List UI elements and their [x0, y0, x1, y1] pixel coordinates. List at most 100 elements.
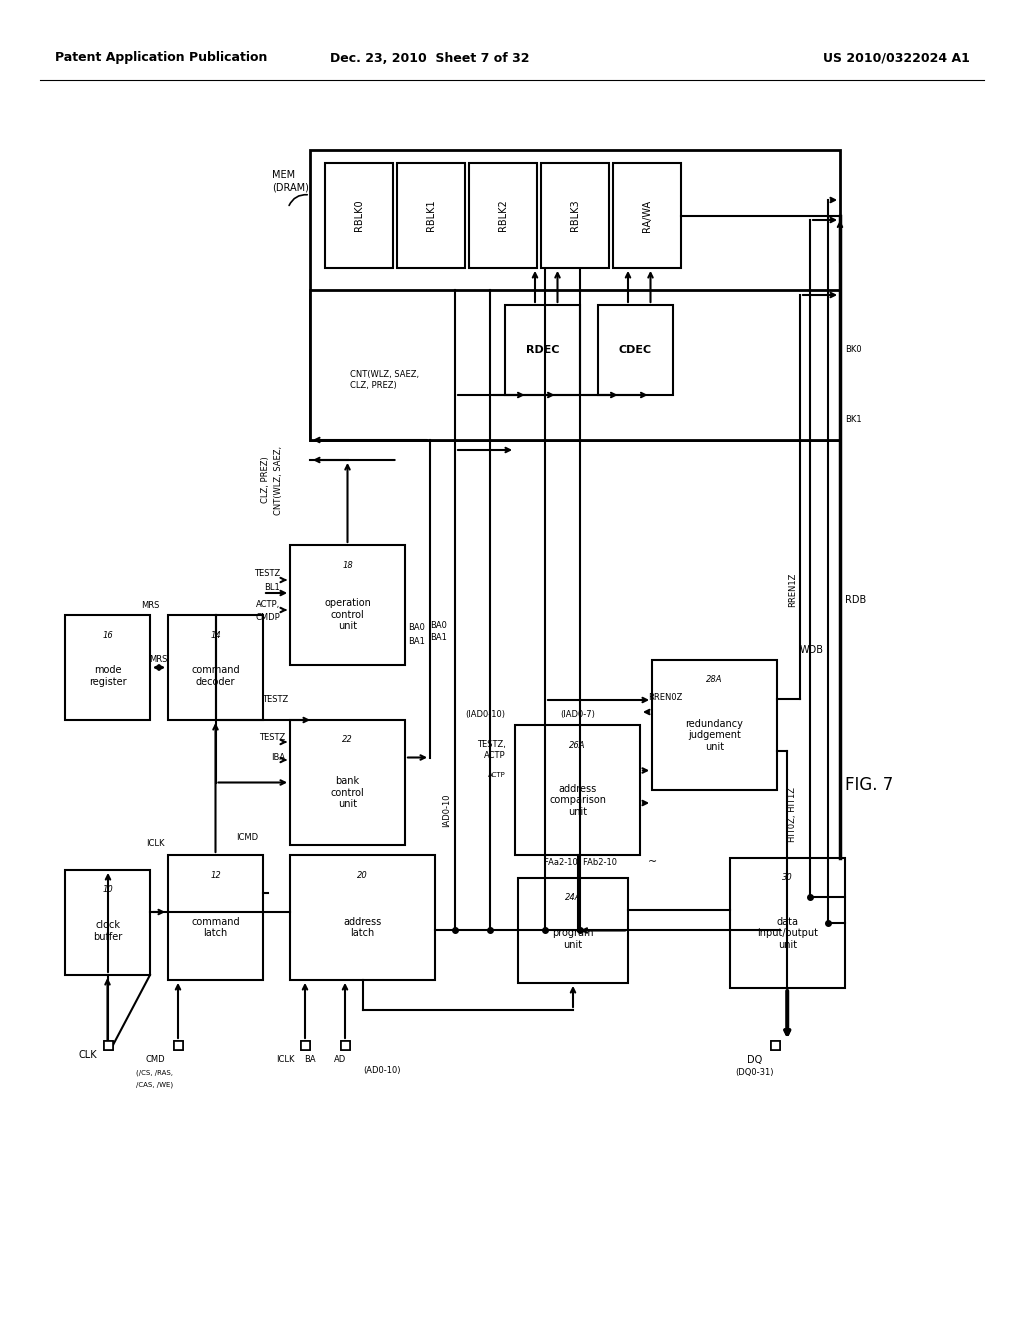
Text: /CAS, /WE): /CAS, /WE): [136, 1082, 173, 1088]
Bar: [300, 1040, 309, 1049]
Bar: [300, 1040, 309, 1049]
Text: Patent Application Publication: Patent Application Publication: [55, 51, 267, 65]
Text: 20: 20: [357, 870, 368, 879]
Text: HIT0Z, HIT1Z: HIT0Z, HIT1Z: [788, 788, 797, 842]
Text: BK0: BK0: [845, 346, 861, 355]
Text: command
latch: command latch: [191, 916, 240, 939]
Text: CNT(WLZ, SAEZ,
CLZ, PREZ): CNT(WLZ, SAEZ, CLZ, PREZ): [349, 371, 419, 389]
Text: BK1: BK1: [845, 416, 861, 425]
Bar: [770, 1040, 779, 1049]
Bar: [652, 660, 777, 789]
Text: RREN0Z: RREN0Z: [648, 693, 682, 701]
Text: TESTZ: TESTZ: [262, 696, 288, 705]
Bar: [341, 1040, 349, 1049]
Text: ICLK: ICLK: [275, 1056, 294, 1064]
Bar: [65, 615, 150, 719]
Text: CMD: CMD: [145, 1056, 165, 1064]
Text: ACTP: ACTP: [488, 772, 506, 777]
Text: DQ: DQ: [748, 1055, 763, 1065]
Text: CDEC: CDEC: [618, 345, 652, 355]
Text: ICLK: ICLK: [145, 838, 164, 847]
Text: RBLK1: RBLK1: [426, 199, 436, 231]
Text: (DQ0-31): (DQ0-31): [736, 1068, 774, 1077]
Text: RDB: RDB: [845, 595, 866, 605]
Bar: [770, 1040, 779, 1049]
Bar: [613, 162, 681, 268]
Bar: [290, 719, 406, 845]
Text: IBA: IBA: [271, 752, 285, 762]
Text: command
decoder: command decoder: [191, 665, 240, 686]
Text: address
latch: address latch: [343, 916, 382, 939]
Text: bank
control
unit: bank control unit: [331, 776, 365, 809]
Text: 14: 14: [210, 631, 221, 639]
Text: data
input/output
unit: data input/output unit: [757, 917, 818, 950]
Bar: [515, 725, 640, 855]
Bar: [505, 305, 580, 395]
Text: 18: 18: [342, 561, 353, 569]
Bar: [173, 1040, 182, 1049]
Bar: [310, 150, 840, 440]
Text: RREN1Z: RREN1Z: [788, 573, 797, 607]
Text: WDB: WDB: [800, 645, 824, 655]
Bar: [65, 870, 150, 975]
Text: 22: 22: [342, 735, 353, 744]
Text: Dec. 23, 2010  Sheet 7 of 32: Dec. 23, 2010 Sheet 7 of 32: [331, 51, 529, 65]
Text: (IAD0-10): (IAD0-10): [465, 710, 505, 719]
Text: BA1: BA1: [408, 636, 425, 645]
Text: RDEC: RDEC: [525, 345, 559, 355]
Text: FIG. 7: FIG. 7: [845, 776, 893, 795]
Bar: [103, 1040, 113, 1049]
Bar: [168, 615, 263, 719]
Bar: [730, 858, 845, 987]
Text: FAa2-10, FAb2-10: FAa2-10, FAb2-10: [544, 858, 616, 866]
Bar: [290, 855, 435, 979]
Text: RBLK3: RBLK3: [570, 199, 580, 231]
Text: CMDP: CMDP: [255, 614, 280, 623]
Text: BA0: BA0: [408, 623, 425, 632]
Text: (DRAM): (DRAM): [272, 183, 309, 193]
Text: 10: 10: [102, 886, 113, 895]
Text: RBLK0: RBLK0: [354, 199, 364, 231]
Bar: [598, 305, 673, 395]
Text: TESTZ: TESTZ: [259, 734, 285, 742]
Text: MRS: MRS: [141, 601, 160, 610]
Text: ACTP,: ACTP,: [256, 601, 280, 610]
Text: IAD0-10: IAD0-10: [442, 793, 452, 826]
Text: CLZ, PREZ): CLZ, PREZ): [261, 457, 270, 503]
Text: 30: 30: [782, 874, 793, 883]
Text: operation
control
unit: operation control unit: [324, 598, 371, 631]
Bar: [103, 1040, 113, 1049]
Text: US 2010/0322024 A1: US 2010/0322024 A1: [823, 51, 970, 65]
Text: MEM: MEM: [272, 170, 295, 180]
Bar: [168, 855, 263, 979]
Text: CNT(WLZ, SAEZ,: CNT(WLZ, SAEZ,: [274, 445, 283, 515]
Bar: [397, 162, 465, 268]
Text: 24A: 24A: [565, 894, 582, 903]
Bar: [325, 162, 393, 268]
Text: (AD0-10): (AD0-10): [364, 1065, 400, 1074]
Text: (/CS, /RAS,: (/CS, /RAS,: [136, 1069, 173, 1076]
Text: BA: BA: [304, 1056, 315, 1064]
Bar: [469, 162, 537, 268]
Text: BL1: BL1: [264, 582, 280, 591]
Bar: [173, 1040, 182, 1049]
Text: mode
register: mode register: [89, 665, 126, 686]
Text: 12: 12: [210, 870, 221, 879]
Text: ~: ~: [648, 857, 657, 867]
Text: clock
buffer: clock buffer: [93, 920, 122, 941]
Text: redundancy
judgement
unit: redundancy judgement unit: [685, 719, 743, 752]
Bar: [310, 290, 840, 440]
Text: RBLK2: RBLK2: [498, 199, 508, 231]
Text: MRS: MRS: [148, 655, 167, 664]
Text: TESTZ,
ACTP: TESTZ, ACTP: [477, 741, 506, 760]
Bar: [290, 545, 406, 665]
Bar: [518, 878, 628, 983]
Text: 28A: 28A: [707, 676, 723, 685]
Bar: [541, 162, 609, 268]
Text: 16: 16: [102, 631, 113, 639]
Text: ICMD: ICMD: [236, 833, 258, 842]
Text: CLK: CLK: [79, 1049, 97, 1060]
Text: address
comparison
unit: address comparison unit: [549, 784, 606, 817]
Text: AD: AD: [334, 1056, 346, 1064]
Bar: [341, 1040, 349, 1049]
